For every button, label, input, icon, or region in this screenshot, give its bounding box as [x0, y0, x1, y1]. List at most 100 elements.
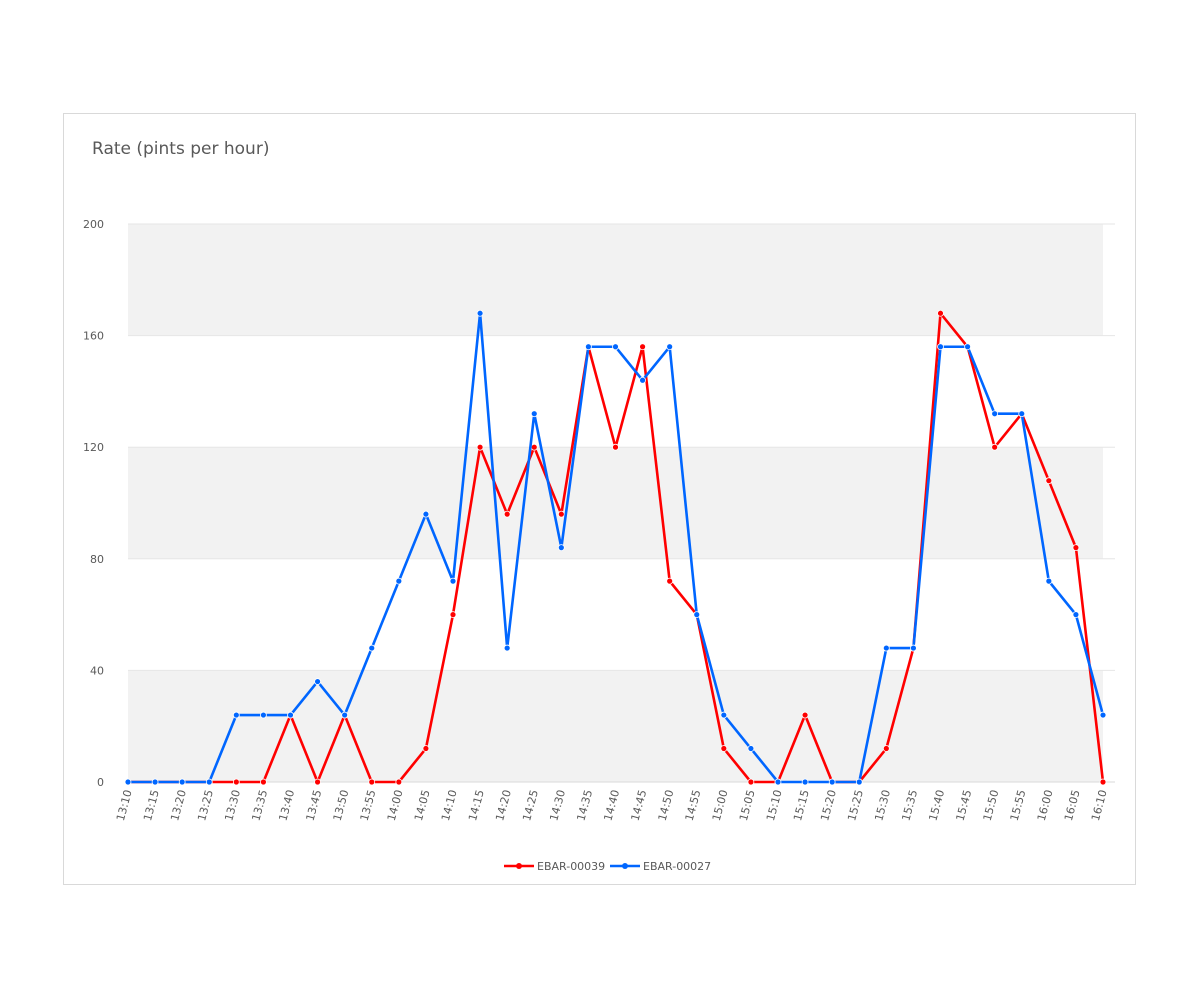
data-point: [260, 711, 267, 719]
data-point: [368, 644, 376, 652]
x-tick-label: 15:10: [764, 788, 785, 822]
data-point: [314, 778, 321, 786]
x-axis-ticks: 13:10 13:15 13:20 13:25 13:30 13:35 13:40 13:45…: [114, 788, 1110, 822]
data-point: [801, 778, 809, 786]
data-point: [1072, 544, 1080, 552]
data-point: [395, 577, 403, 585]
legend-label: EBAR-00039: [537, 860, 605, 873]
x-tick-label: 14:40: [601, 788, 622, 822]
x-tick-label: 15:20: [818, 788, 839, 822]
x-tick-label: 13:45: [304, 788, 325, 822]
x-tick-label: 14:35: [574, 788, 595, 822]
x-tick-label: 14:25: [520, 788, 541, 822]
data-point: [882, 745, 890, 752]
data-point: [287, 711, 294, 719]
data-point: [801, 711, 809, 719]
data-point: [720, 745, 728, 752]
y-axis-ticks: 0 40 80 120 160 200: [83, 218, 104, 789]
data-point: [1099, 711, 1107, 719]
data-point: [205, 778, 213, 786]
data-point: [476, 443, 484, 451]
data-point: [1045, 477, 1053, 485]
data-point: [910, 644, 917, 652]
data-point: [1018, 410, 1026, 418]
chart-title: Rate (pints per hour): [92, 139, 270, 159]
x-tick-label: 14:50: [656, 788, 677, 822]
data-point: [937, 309, 944, 317]
data-point: [937, 343, 944, 351]
data-point: [178, 778, 186, 786]
data-point: [882, 644, 890, 652]
data-point: [232, 778, 240, 786]
data-point: [828, 778, 836, 786]
x-tick-label: 15:15: [791, 788, 812, 822]
data-point: [1099, 778, 1107, 786]
y-tick-label: 0: [97, 776, 104, 789]
series-group: [124, 309, 1107, 786]
x-tick-label: 16:10: [1089, 788, 1110, 822]
data-point: [747, 745, 755, 752]
grid-bands: [128, 223, 1115, 783]
data-point: [747, 778, 755, 786]
x-tick-label: 13:35: [249, 788, 270, 822]
x-tick-label: 14:30: [547, 788, 568, 822]
grid-band: [128, 224, 1103, 336]
x-tick-label: 14:10: [439, 788, 460, 822]
x-tick-label: 16:05: [1062, 788, 1083, 822]
legend-marker: [622, 863, 628, 869]
x-tick-label: 15:30: [872, 788, 893, 822]
grid-band: [128, 670, 1103, 782]
x-tick-label: 13:20: [168, 788, 189, 822]
data-point: [476, 309, 484, 317]
x-tick-label: 14:05: [412, 788, 433, 822]
data-point: [151, 778, 159, 786]
x-tick-label: 16:00: [1035, 788, 1056, 822]
x-tick-label: 13:40: [276, 788, 297, 822]
x-tick-label: 13:55: [358, 788, 379, 822]
x-tick-label: 14:20: [493, 788, 514, 822]
y-tick-label: 80: [90, 553, 104, 566]
y-tick-label: 120: [83, 441, 104, 454]
data-point: [395, 778, 403, 786]
x-tick-label: 13:30: [222, 788, 243, 822]
data-point: [964, 343, 971, 351]
data-point: [449, 577, 457, 585]
legend: EBAR-00039 EBAR-00027: [504, 860, 711, 873]
x-tick-label: 15:40: [926, 788, 947, 822]
data-point: [503, 644, 511, 652]
data-point: [422, 745, 430, 752]
grid-band: [128, 447, 1103, 559]
data-point: [585, 343, 592, 351]
data-point: [639, 343, 646, 351]
x-tick-label: 14:45: [629, 788, 650, 822]
x-tick-label: 15:50: [981, 788, 1002, 822]
x-tick-label: 15:25: [845, 788, 866, 822]
data-point: [260, 778, 267, 786]
data-point: [449, 611, 457, 618]
x-tick-label: 15:55: [1008, 788, 1029, 822]
x-tick-label: 14:15: [466, 788, 487, 822]
data-point: [774, 778, 782, 786]
data-point: [666, 577, 674, 585]
data-point: [855, 778, 863, 786]
data-point: [503, 510, 511, 518]
data-point: [314, 678, 321, 685]
x-tick-label: 13:15: [141, 788, 162, 822]
data-point: [639, 376, 646, 384]
x-tick-label: 15:00: [710, 788, 731, 822]
y-tick-label: 40: [90, 664, 104, 677]
x-tick-label: 15:05: [737, 788, 758, 822]
y-tick-label: 160: [83, 330, 104, 343]
data-point: [422, 510, 430, 518]
legend-marker: [516, 863, 522, 869]
data-point: [1045, 577, 1053, 585]
x-tick-label: 15:35: [899, 788, 920, 822]
data-point: [612, 343, 619, 351]
x-tick-label: 14:55: [683, 788, 704, 822]
x-tick-label: 13:25: [195, 788, 216, 822]
data-point: [720, 711, 728, 719]
data-point: [368, 778, 376, 786]
x-tick-label: 15:45: [954, 788, 975, 822]
data-point: [666, 343, 674, 351]
